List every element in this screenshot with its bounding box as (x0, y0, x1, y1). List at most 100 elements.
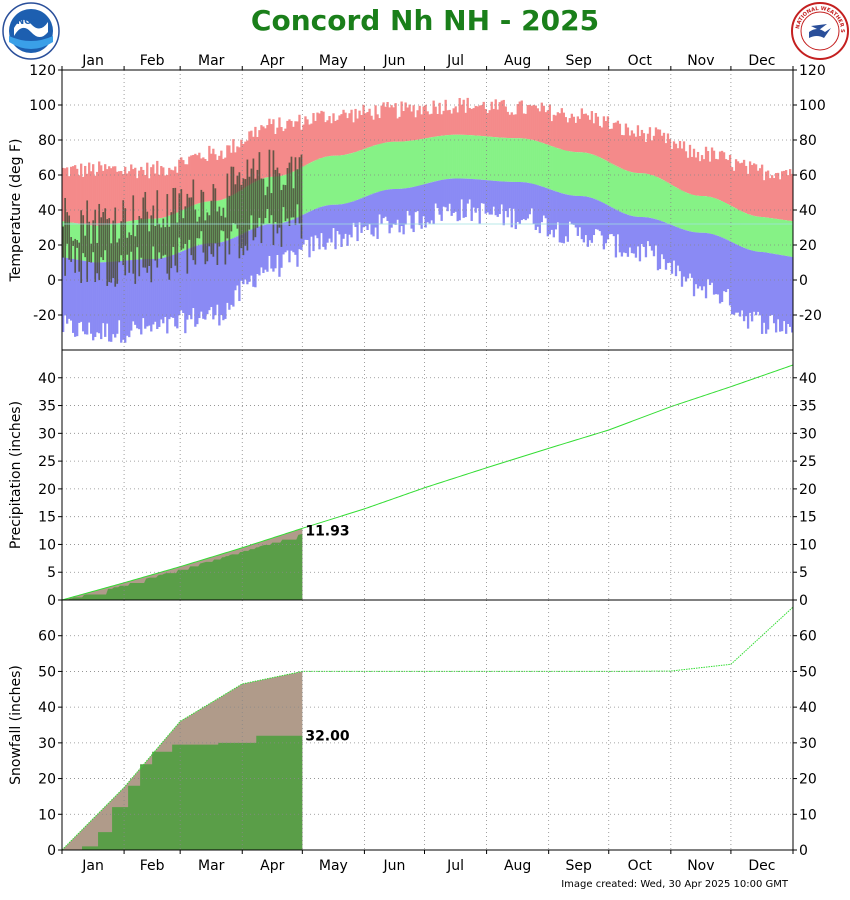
record-high-bar (524, 113, 527, 139)
month-label-top: Aug (504, 53, 531, 69)
record-high-bar (706, 151, 710, 197)
record-low-bar (286, 221, 289, 251)
record-high-bar (548, 104, 551, 146)
record-high-bar (418, 105, 421, 140)
record-high-bar (594, 113, 598, 156)
normal-range-bar (508, 138, 511, 182)
record-low-bar (488, 180, 491, 215)
record-low-bar (732, 243, 736, 315)
record-high-bar (120, 170, 123, 223)
observed-temp-bar (284, 185, 287, 222)
record-low-bar (420, 184, 423, 229)
record-high-bar (414, 117, 417, 141)
record-high-bar (288, 119, 291, 174)
record-high-bar (600, 127, 604, 159)
observed-temp-bar (184, 206, 187, 244)
normal-range-bar (464, 134, 467, 179)
normal-range-bar (516, 138, 519, 182)
record-high-bar (606, 116, 610, 162)
observed-temp-bar (298, 157, 301, 224)
record-low-bar (226, 240, 229, 303)
normal-range-bar (392, 141, 395, 190)
observed-temp-bar (120, 221, 123, 256)
observed-temp-bar (158, 223, 161, 253)
record-high-bar (646, 133, 650, 174)
normal-range-bar (698, 195, 702, 233)
y-tick-label-right: 30 (799, 426, 817, 442)
record-high-bar (348, 113, 351, 154)
observed-temp-bar (264, 195, 267, 219)
observed-temp-bar (188, 197, 191, 240)
record-low-bar (570, 195, 573, 225)
observed-temp-bar (186, 193, 189, 274)
record-high-bar (532, 104, 535, 141)
normal-range-bar (492, 137, 495, 181)
normal-range-bar (478, 135, 481, 180)
observed-temp-bar (88, 221, 91, 262)
record-low-bar (192, 246, 195, 309)
record-high-bar (316, 112, 319, 160)
observed-temp-bar (276, 167, 279, 234)
record-high-bar (226, 145, 229, 198)
normal-range-bar (490, 136, 493, 181)
record-low-bar (68, 258, 71, 319)
observed-temp-bar (104, 208, 107, 251)
record-high-bar (436, 113, 439, 137)
record-low-bar (434, 181, 437, 204)
record-high-bar (422, 106, 425, 139)
normal-range-bar (750, 215, 754, 251)
month-label-top: Nov (687, 53, 714, 69)
normal-range-bar (404, 141, 407, 189)
normal-range-bar (630, 172, 634, 216)
record-low-bar (472, 179, 475, 208)
record-high-bar (380, 105, 383, 144)
record-low-bar (538, 185, 541, 234)
record-high-bar (306, 119, 309, 165)
normal-range-bar (652, 175, 656, 219)
record-low-bar (228, 239, 231, 310)
record-high-bar (220, 150, 223, 200)
observed-temp-bar (268, 149, 271, 224)
record-low-bar (712, 234, 716, 295)
record-high-bar (238, 147, 241, 192)
observed-temp-bar (198, 216, 201, 239)
record-low-bar (690, 231, 694, 278)
record-high-bar (374, 105, 377, 146)
normal-range-bar (380, 143, 383, 191)
record-high-bar (94, 175, 97, 226)
record-low-bar (288, 220, 291, 263)
record-low-bar (476, 179, 479, 209)
record-low-bar (680, 228, 684, 287)
observed-temp-bar (206, 212, 209, 262)
normal-range-bar (440, 135, 443, 180)
record-low-bar (536, 185, 539, 227)
record-high-bar (596, 116, 600, 157)
record-low-bar (598, 201, 602, 232)
y-tick-label-left: -20 (33, 308, 56, 324)
record-high-bar (470, 108, 473, 136)
record-low-bar (752, 250, 756, 312)
record-high-bar (558, 113, 561, 149)
record-low-bar (778, 254, 782, 332)
normal-range-bar (626, 170, 630, 215)
normal-range-bar (716, 199, 720, 236)
record-low-bar (482, 179, 485, 204)
record-high-bar (502, 99, 505, 138)
record-high-bar (424, 104, 427, 139)
normal-range-bar (642, 173, 646, 218)
record-high-bar (776, 172, 780, 220)
record-high-bar (688, 144, 692, 194)
y-tick-label-right: 40 (799, 700, 817, 716)
record-low-bar (134, 259, 137, 325)
normal-range-bar (346, 154, 349, 204)
record-low-bar (238, 235, 241, 302)
record-high-bar (254, 126, 257, 182)
record-low-bar (172, 254, 175, 318)
normal-range-bar (674, 187, 678, 227)
record-low-bar (722, 238, 726, 292)
record-high-bar (718, 151, 722, 201)
record-high-bar (406, 107, 409, 142)
normal-range-bar (646, 173, 650, 218)
normal-range-bar (782, 219, 786, 256)
record-low-bar (276, 223, 279, 255)
